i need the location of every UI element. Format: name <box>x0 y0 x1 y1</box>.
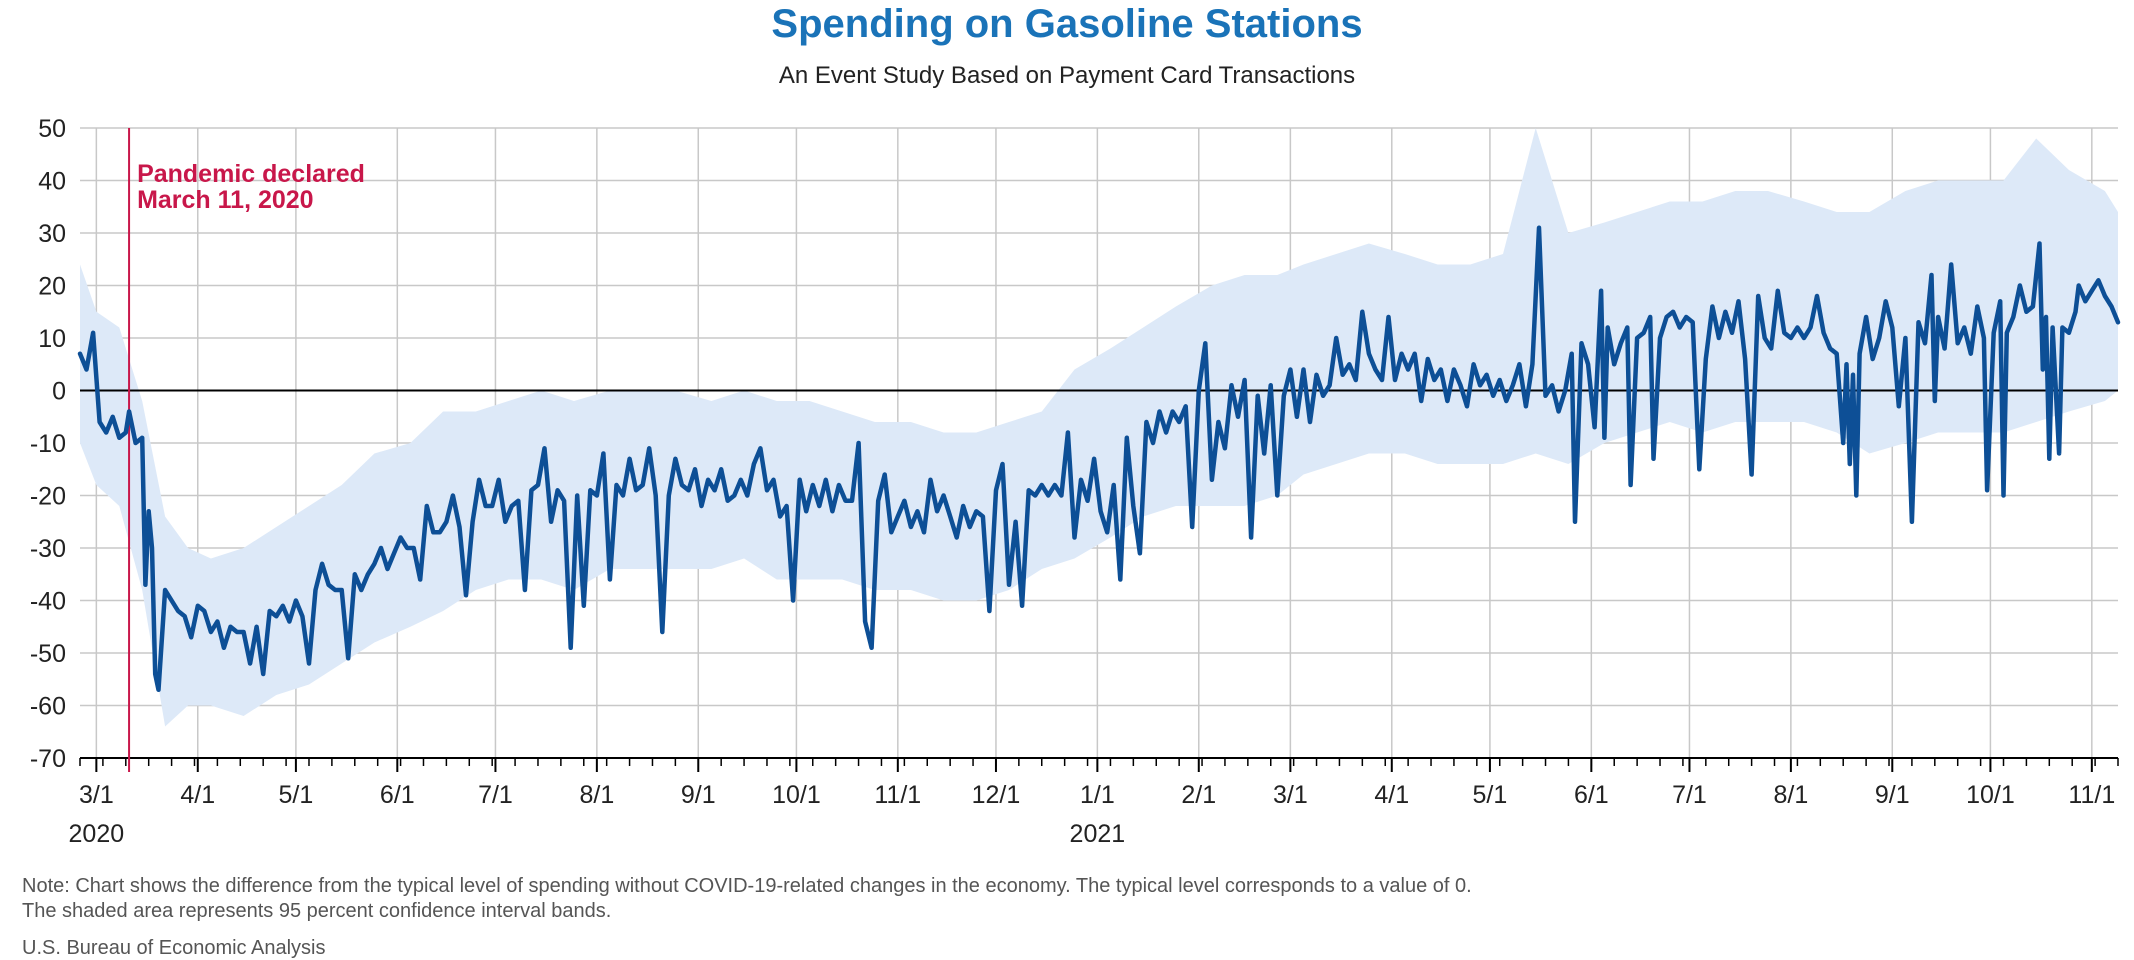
x-tick-label: 5/1 <box>1473 781 1508 809</box>
x-tick-label: 10/1 <box>1966 781 2015 809</box>
x-tick-label: 2/1 <box>1181 781 1216 809</box>
x-tick-label: 7/1 <box>478 781 513 809</box>
y-tick-label: 50 <box>38 115 66 143</box>
x-tick-label: 6/1 <box>1574 781 1609 809</box>
x-tick-label: 8/1 <box>1773 781 1808 809</box>
y-tick-label: -10 <box>30 430 66 458</box>
y-tick-label: 20 <box>38 273 66 301</box>
x-tick-label: 7/1 <box>1672 781 1707 809</box>
y-tick-label: -60 <box>30 693 66 721</box>
y-tick-label: -70 <box>30 745 66 773</box>
pandemic-annotation-line: Pandemic declared <box>137 160 365 188</box>
x-tick-label: 11/1 <box>874 781 921 809</box>
x-tick-label: 8/1 <box>579 781 614 809</box>
confidence-band <box>80 128 2118 727</box>
x-tick-label: 3/1 <box>1273 781 1308 809</box>
chart-note-line-2: The shaded area represents 95 percent co… <box>22 900 612 922</box>
y-tick-label: 10 <box>38 325 66 353</box>
y-tick-label: 40 <box>38 168 66 196</box>
pandemic-annotation-line: March 11, 2020 <box>137 186 314 214</box>
x-tick-label: 3/1 <box>79 781 114 809</box>
x-tick-label: 5/1 <box>279 781 314 809</box>
x-tick-label: 12/1 <box>972 781 1021 809</box>
y-tick-label: -40 <box>30 588 66 616</box>
x-tick-label: 4/1 <box>180 781 215 809</box>
x-tick-label: 11/1 <box>2068 781 2115 809</box>
x-tick-label: 1/1 <box>1080 781 1115 809</box>
series-line <box>77 225 2121 693</box>
x-tick-label: 9/1 <box>1875 781 1910 809</box>
x-tick-label: 9/1 <box>681 781 716 809</box>
x-year-label: 2021 <box>1070 820 1126 848</box>
y-tick-label: -30 <box>30 535 66 563</box>
x-tick-label: 10/1 <box>772 781 821 809</box>
y-tick-label: 0 <box>52 378 66 406</box>
chart-subtitle: An Event Study Based on Payment Card Tra… <box>778 62 1356 89</box>
x-year-label: 2020 <box>69 820 125 848</box>
y-tick-label: -20 <box>30 483 66 511</box>
y-tick-label: -50 <box>30 640 66 668</box>
x-tick-label: 6/1 <box>380 781 415 809</box>
chart-note-line-1: Note: Chart shows the difference from th… <box>22 875 1472 897</box>
chart-title: Spending on Gasoline Stations <box>771 2 1363 46</box>
chart-source: U.S. Bureau of Economic Analysis <box>22 937 326 959</box>
y-tick-label: 30 <box>38 220 66 248</box>
x-tick-label: 4/1 <box>1374 781 1409 809</box>
